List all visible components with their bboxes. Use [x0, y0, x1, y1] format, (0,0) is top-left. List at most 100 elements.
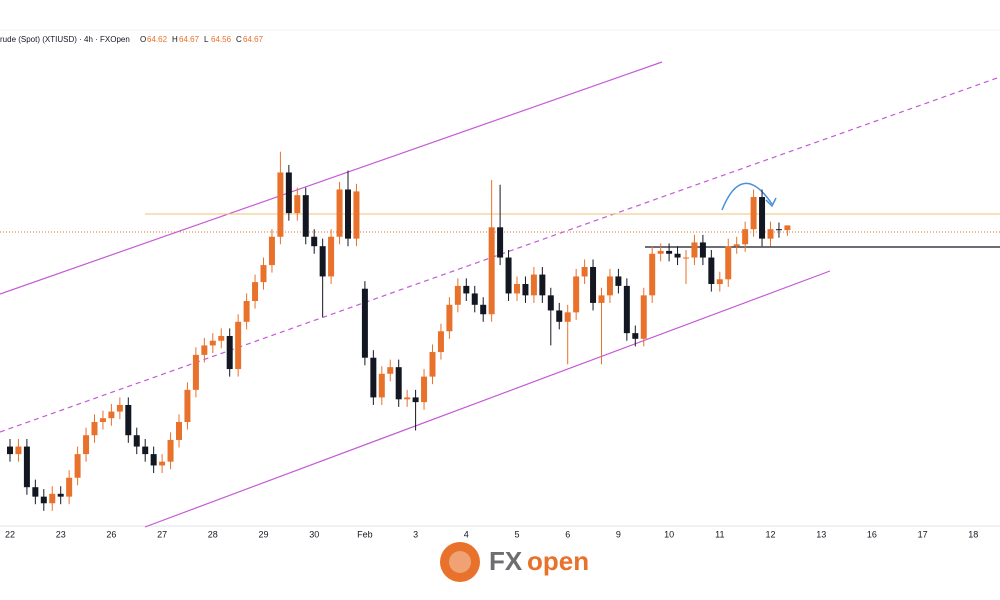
brand-open: open: [527, 546, 589, 576]
candle-body: [192, 354, 199, 390]
candle-body: [759, 197, 766, 239]
candle-body: [226, 335, 233, 370]
candle-body: [150, 454, 157, 466]
candle-body: [49, 493, 56, 504]
arrow-head: [765, 197, 777, 208]
candle-body: [285, 172, 292, 214]
candle-body: [184, 389, 191, 422]
candle-body: [83, 435, 90, 455]
x-tick-label: 3: [413, 529, 418, 539]
candle-body: [683, 257, 689, 259]
candle-body: [632, 333, 639, 339]
candle-body: [564, 312, 571, 322]
x-tick-label: 6: [565, 529, 570, 539]
candle-body: [133, 435, 140, 447]
header: rude (Spot) (XTIUSD) · 4h · FXOpen O 64.6…: [0, 35, 264, 44]
candle-body: [91, 421, 98, 436]
brand-fx: FX: [489, 546, 523, 576]
x-tick-label: 9: [616, 529, 621, 539]
candle-body: [733, 244, 740, 247]
ohlc-label: O: [140, 35, 146, 44]
candle-body: [159, 461, 166, 466]
candle-body: [674, 253, 681, 258]
candle-body: [522, 284, 529, 296]
candle-body: [201, 345, 208, 355]
candle-body: [176, 421, 182, 440]
ohlc-value: 64.62: [147, 35, 168, 44]
candle-body: [590, 266, 597, 303]
candle-body: [581, 266, 588, 277]
candle-body: [657, 250, 664, 254]
ohlc-label: C: [236, 35, 242, 44]
x-tick-label: 30: [309, 529, 319, 539]
x-tick-label: 28: [208, 529, 218, 539]
candle-body: [167, 439, 174, 462]
candle-body: [116, 404, 123, 412]
candle-body: [370, 357, 377, 398]
candle-body: [260, 265, 267, 283]
x-tick-label: 27: [157, 529, 167, 539]
candle-body: [142, 446, 149, 455]
candle-body: [691, 242, 698, 258]
candle-body: [725, 246, 732, 280]
candle-body: [606, 276, 613, 296]
x-tick-label: 23: [56, 529, 66, 539]
candle-body: [573, 276, 580, 313]
candle-body: [209, 340, 216, 346]
candle-body: [429, 352, 436, 377]
candle-body: [125, 404, 132, 436]
x-tick-label: 5: [514, 529, 519, 539]
candle-body: [514, 284, 520, 294]
candle-body: [99, 418, 106, 422]
arc-arrow: [721, 182, 773, 211]
candle-body: [615, 276, 622, 286]
candle-body: [252, 282, 259, 302]
candle-body: [437, 331, 444, 353]
candle-body: [294, 195, 301, 214]
x-tick-label: 18: [968, 529, 978, 539]
candle-body: [767, 229, 774, 239]
candle-body: [353, 191, 360, 239]
candle-body: [395, 367, 402, 400]
ohlc-value: 64.67: [243, 35, 264, 44]
candle-body: [623, 285, 630, 334]
ohlc-label: H: [172, 35, 178, 44]
candle-body: [488, 227, 495, 315]
candle-body: [319, 246, 326, 277]
x-tick-label: 12: [765, 529, 775, 539]
candle-body: [361, 288, 368, 358]
candle-body: [268, 236, 275, 266]
channel-lower: [144, 270, 831, 528]
candle-body: [505, 257, 512, 294]
candle-body: [742, 229, 749, 245]
candle-body: [699, 242, 706, 258]
candle-body: [57, 493, 64, 497]
candle-body: [649, 253, 656, 296]
candle-body: [471, 293, 478, 305]
candle-body: [497, 227, 504, 258]
candle-body: [463, 285, 470, 294]
candle-body: [302, 195, 309, 237]
candle-body: [598, 295, 605, 303]
candle-body: [640, 295, 647, 339]
candle-body: [421, 376, 428, 403]
candle-body: [387, 367, 394, 374]
candle-body: [556, 310, 563, 322]
candle-body: [775, 229, 782, 231]
candle-body: [66, 477, 73, 497]
candle-body: [235, 321, 242, 370]
candle-body: [23, 446, 30, 488]
candle-body: [108, 411, 115, 419]
x-tick-label: 11: [715, 529, 724, 539]
candle-body: [412, 397, 419, 403]
candle-body: [74, 454, 81, 478]
x-tick-label: 26: [106, 529, 116, 539]
candle-body: [218, 335, 225, 341]
x-tick-label: 17: [918, 529, 928, 539]
candle-body: [454, 285, 461, 305]
candle-body: [708, 257, 715, 284]
ohlc-value: 64.56: [211, 35, 232, 44]
logo-icon: [440, 542, 480, 582]
candle-body: [336, 189, 343, 237]
